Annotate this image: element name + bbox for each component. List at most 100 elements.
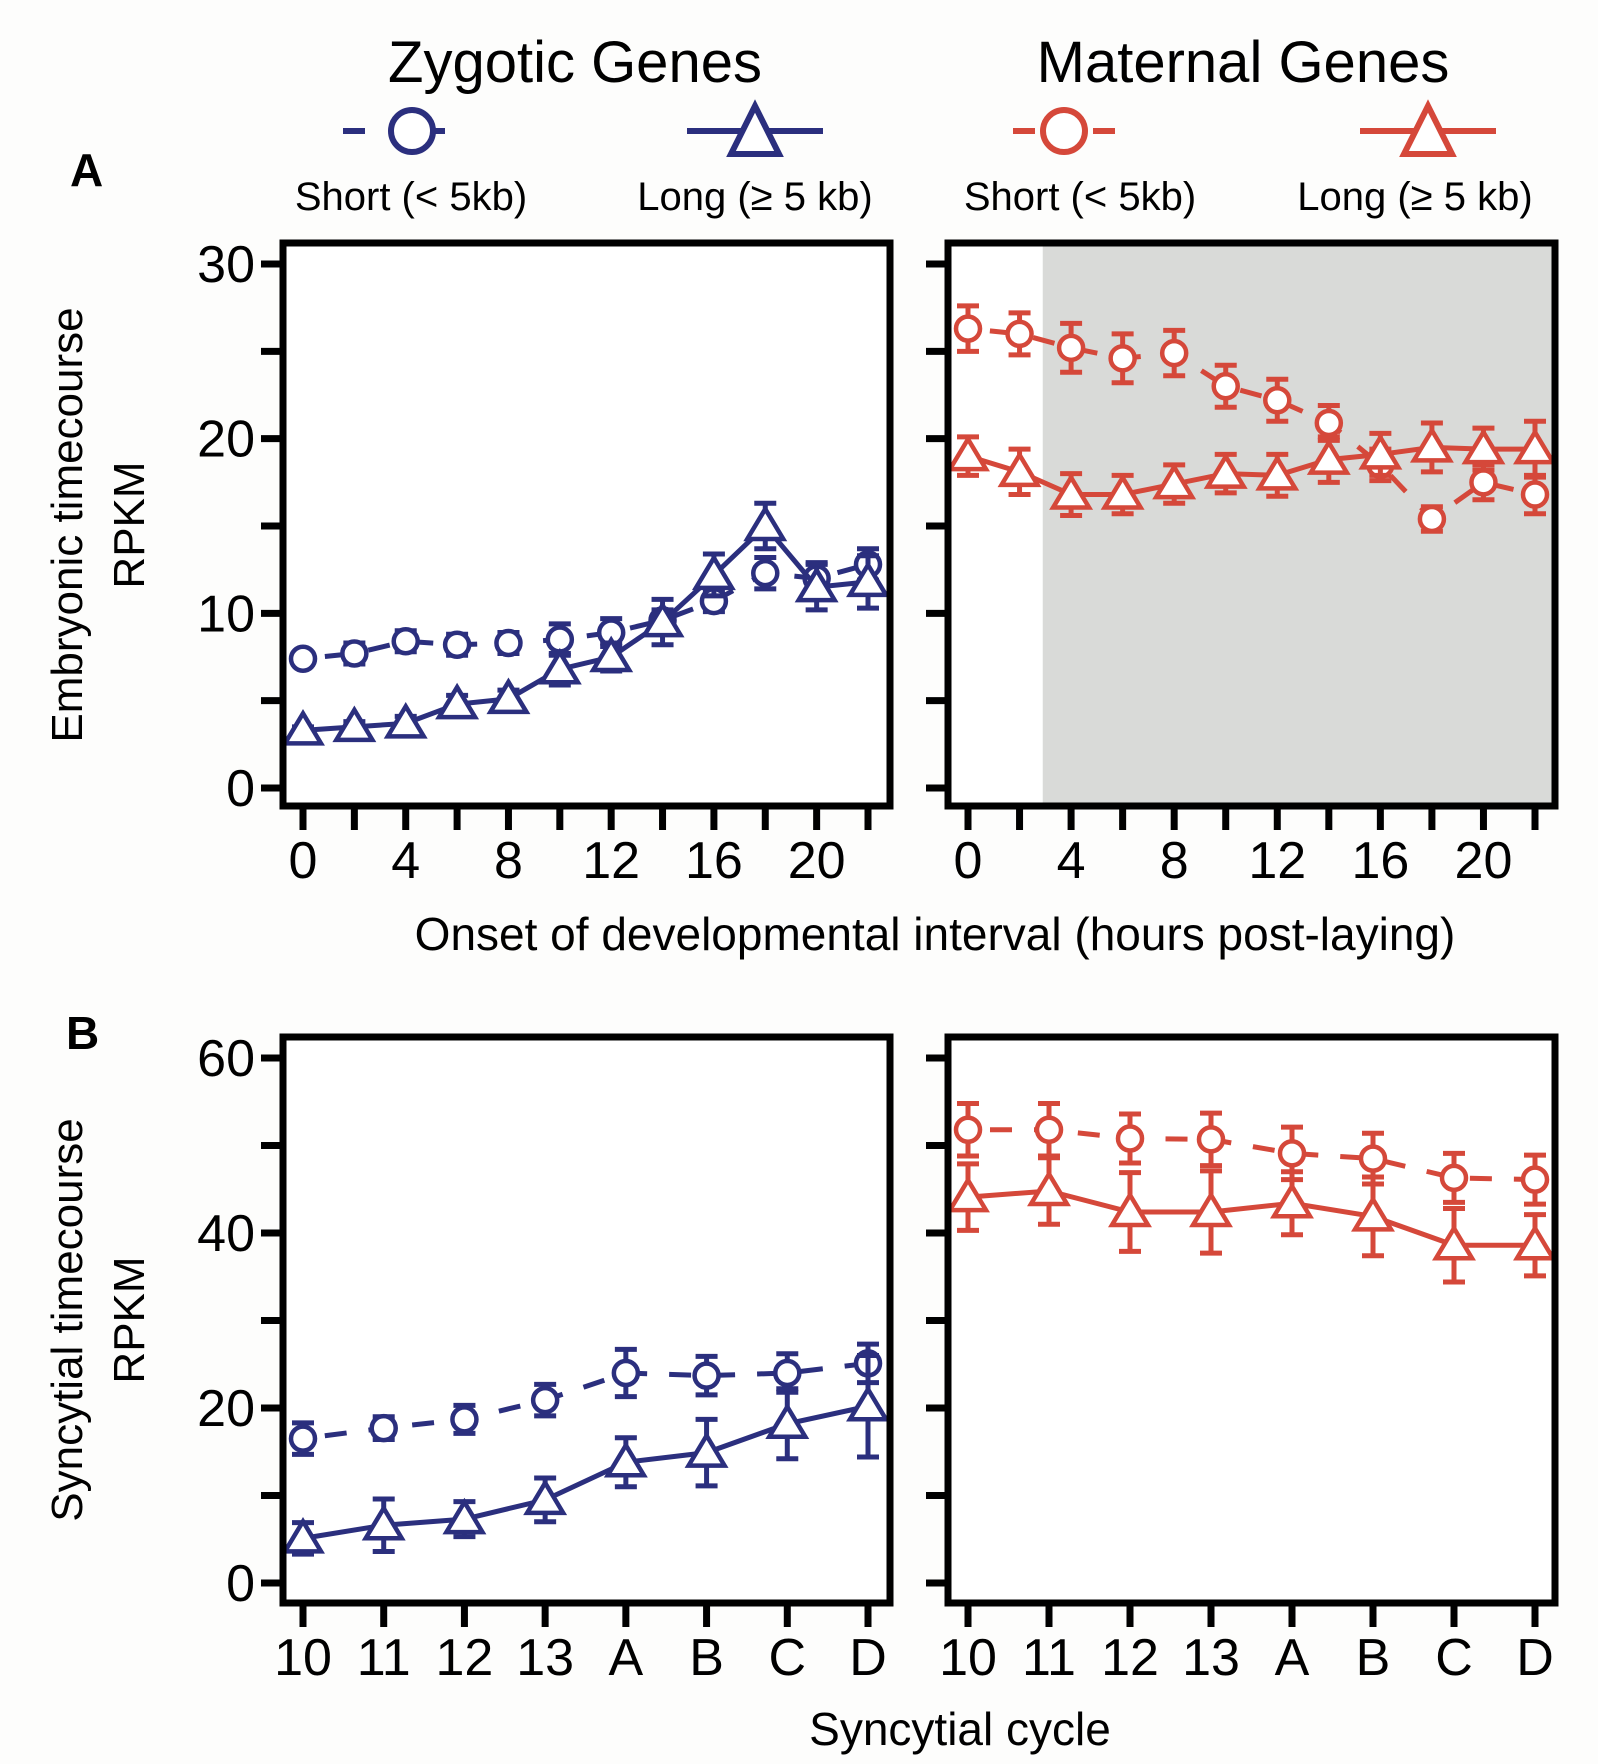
data-point-circle xyxy=(1417,504,1447,534)
x-tick-label: 11 xyxy=(1022,1629,1076,1687)
data-point-triangle xyxy=(946,434,990,472)
data-point-circle xyxy=(391,627,420,656)
data-point-triangle xyxy=(846,560,890,598)
data-point-triangle xyxy=(691,553,736,591)
series-long xyxy=(946,418,1557,519)
x-tick-label: 16 xyxy=(1351,832,1409,890)
x-tick-label: 0 xyxy=(289,832,318,890)
panel-label-a: A xyxy=(70,144,103,196)
data-point-triangle xyxy=(997,450,1042,488)
legend-item-maternal-long: Long (≥ 5 kb) xyxy=(1297,99,1533,219)
y-tick-label: 10 xyxy=(197,585,255,643)
x-tick-label: 13 xyxy=(1182,1629,1240,1687)
y-tick-label: 60 xyxy=(197,1030,255,1088)
data-point-circle xyxy=(953,1115,983,1144)
data-point-circle xyxy=(1034,1115,1064,1144)
data-point-triangle xyxy=(1513,427,1557,465)
x-tick-label: 4 xyxy=(1057,832,1086,890)
legend-triangle-marker-icon xyxy=(726,99,784,157)
data-point-circle xyxy=(1263,385,1292,415)
data-point-triangle xyxy=(1108,1190,1152,1228)
y-axis-title-line2: RPKM xyxy=(105,461,154,588)
y-axis-title-b: Syncytial timecourse RPKM xyxy=(43,1118,154,1521)
y-tick-label: 20 xyxy=(197,1380,255,1438)
x-tick-label: D xyxy=(849,1629,887,1687)
data-point-triangle xyxy=(361,1503,406,1541)
data-point-circle xyxy=(340,639,369,668)
x-tick-label: 8 xyxy=(1160,832,1189,890)
y-tick-label: 20 xyxy=(197,411,255,469)
x-tick-label: 12 xyxy=(582,832,640,890)
data-point-triangle xyxy=(537,647,582,685)
x-axis-title-b: Syncytial cycle xyxy=(809,1703,1111,1755)
data-point-triangle xyxy=(1513,1223,1557,1261)
data-point-circle xyxy=(1159,338,1189,368)
plot-frame xyxy=(279,1033,894,1607)
data-point-circle xyxy=(1439,1163,1469,1193)
series-long xyxy=(281,1353,890,1557)
data-point-circle xyxy=(1108,344,1137,373)
data-point-circle xyxy=(751,558,780,588)
series-long xyxy=(946,1155,1557,1285)
x-tick-label: C xyxy=(769,1629,807,1687)
data-point-triangle xyxy=(743,504,788,542)
plot-background xyxy=(283,243,890,806)
legend-circle-marker-icon xyxy=(1040,107,1088,155)
x-tick-label: 12 xyxy=(1248,832,1306,890)
legend-item-zygotic-short: Short (< 5kb) xyxy=(295,107,527,219)
plot-frame xyxy=(279,239,894,810)
data-point-circle xyxy=(1358,1144,1388,1173)
data-point-triangle xyxy=(640,600,685,638)
plot-frame xyxy=(944,1033,1559,1607)
x-tick-label: 4 xyxy=(391,832,420,890)
panel-label-b: B xyxy=(66,1007,99,1059)
legend-item-zygotic-long: Long (≥ 5 kb) xyxy=(637,99,873,219)
data-point-circle xyxy=(1211,372,1240,401)
legend-label: Short (< 5kb) xyxy=(295,175,527,219)
legend-item-maternal-short: Short (< 5kb) xyxy=(964,107,1196,219)
data-point-triangle xyxy=(1306,438,1351,475)
x-tick-label: 8 xyxy=(494,832,523,890)
x-tick-label: 16 xyxy=(685,832,743,890)
legend-label: Long (≥ 5 kb) xyxy=(637,175,872,219)
x-axis-title-a: Onset of developmental interval (hours p… xyxy=(415,908,1456,960)
data-point-triangle xyxy=(1255,453,1300,491)
x-tick-label: B xyxy=(689,1629,724,1687)
data-point-triangle xyxy=(603,1440,648,1478)
data-point-triangle xyxy=(1351,1195,1395,1232)
x-tick-label: C xyxy=(1435,1629,1473,1687)
x-tick-label: 12 xyxy=(1101,1629,1159,1687)
data-point-triangle xyxy=(1152,462,1197,500)
data-point-triangle xyxy=(1049,473,1094,510)
x-tick-label: 10 xyxy=(939,1629,997,1687)
y-tick-label: 0 xyxy=(226,1555,255,1613)
y-axis-title-a: Embryonic timecourse RPKM xyxy=(43,307,154,742)
data-point-triangle xyxy=(1432,1223,1476,1261)
data-point-circle xyxy=(494,628,523,658)
data-point-triangle xyxy=(684,1431,729,1468)
data-point-triangle xyxy=(765,1402,810,1439)
x-tick-label: 0 xyxy=(954,832,983,890)
x-tick-label: A xyxy=(609,1629,644,1687)
data-point-circle xyxy=(442,630,472,660)
data-point-triangle xyxy=(1358,433,1403,470)
x-tick-label: 20 xyxy=(788,832,846,890)
data-point-triangle xyxy=(332,705,377,743)
data-point-triangle xyxy=(589,635,634,673)
panel-A-maternal: 0 4 8 12 16 20 xyxy=(926,239,1559,890)
x-tick-label: 11 xyxy=(357,1629,411,1687)
data-point-triangle xyxy=(1461,427,1506,465)
data-point-triangle xyxy=(1409,426,1454,463)
data-point-triangle xyxy=(1189,1190,1233,1228)
data-point-circle xyxy=(1056,333,1086,363)
legend-circle-marker-icon xyxy=(388,107,436,155)
data-point-triangle xyxy=(486,677,531,715)
plot-frame xyxy=(944,239,1559,810)
data-point-circle xyxy=(288,644,318,673)
y-tick-label: 40 xyxy=(197,1205,255,1263)
series-line xyxy=(967,326,1536,523)
x-tick-label: 13 xyxy=(516,1629,574,1687)
data-point-triangle xyxy=(281,1517,325,1554)
panel-B-zygotic: 0 20 40 60 10 11 12 13 A B C D xyxy=(197,1030,894,1687)
